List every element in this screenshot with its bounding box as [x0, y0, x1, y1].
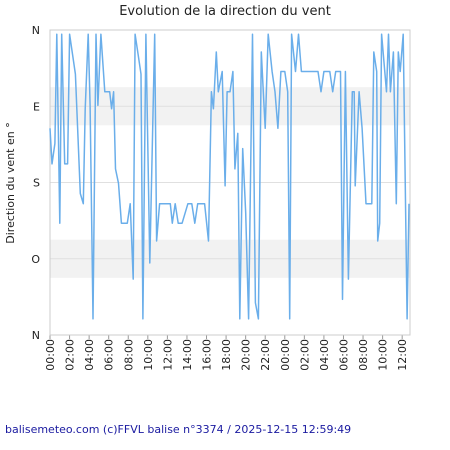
x-tick-label: 06:00 [103, 339, 116, 371]
x-tick-label: 08:00 [357, 339, 370, 371]
x-tick-label: 10:00 [142, 339, 155, 371]
x-tick-label: 20:00 [240, 339, 253, 371]
x-tick-label: 06:00 [337, 339, 350, 371]
x-tick-label: 02:00 [298, 339, 311, 371]
x-tick-label: 18:00 [220, 339, 233, 371]
plot-border [49, 29, 411, 336]
x-tick-label: 22:00 [259, 339, 272, 371]
data-line [49, 33, 410, 320]
y-tick-label: N [32, 329, 40, 342]
y-tick-label: E [33, 100, 40, 113]
x-tick-label: 02:00 [64, 339, 77, 371]
y-tick-label: N [32, 24, 40, 37]
x-tick-label: 12:00 [161, 339, 174, 371]
x-tick-label: 16:00 [201, 339, 214, 371]
chart-title: Evolution de la direction du vent [119, 4, 331, 19]
x-tick-label: 00:00 [44, 339, 57, 371]
y-axis-label: Direction du vent en ° [4, 122, 17, 243]
x-tick-label: 04:00 [83, 339, 96, 371]
x-tick-label: 08:00 [122, 339, 135, 371]
footer: balisemeteo.com (c)FFVL balise n°3374 / … [5, 423, 351, 436]
x-tick-label: 14:00 [181, 339, 194, 371]
x-tick-label: 10:00 [377, 339, 390, 371]
y-tick-label: O [31, 253, 40, 266]
x-tick-label: 04:00 [318, 339, 331, 371]
y-tick-label: S [33, 177, 40, 190]
x-tick-label: 12:00 [396, 339, 409, 371]
x-tick-label: 00:00 [279, 339, 292, 371]
